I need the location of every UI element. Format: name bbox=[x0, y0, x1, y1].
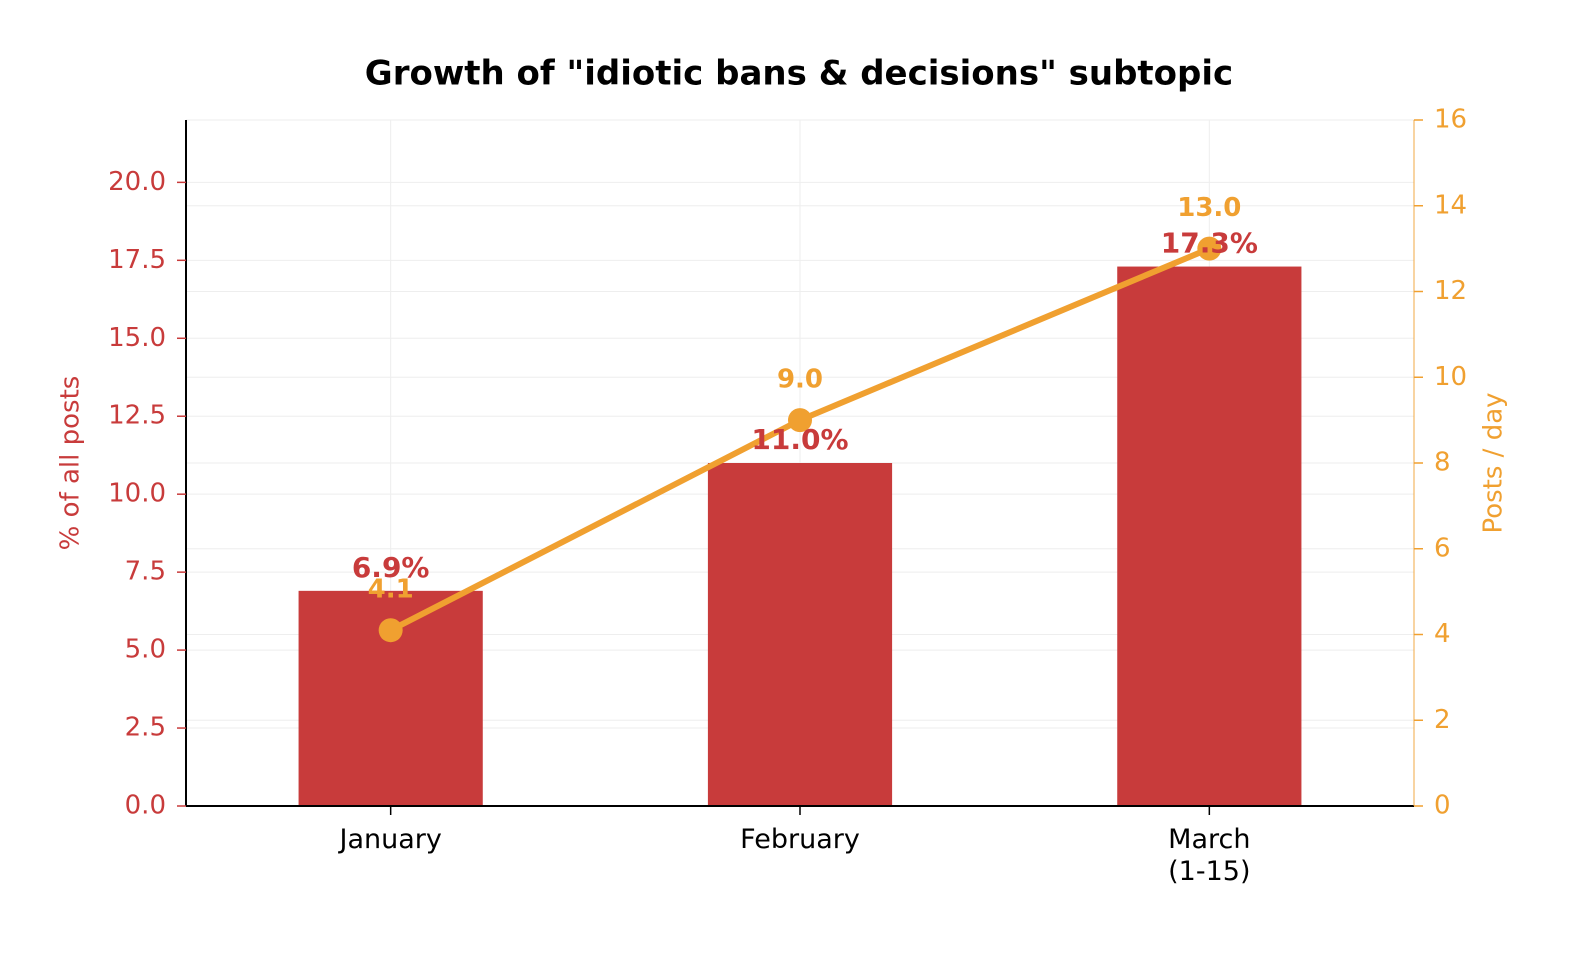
right-axis-tick-label: 16 bbox=[1434, 105, 1467, 135]
x-axis-tick-label: January bbox=[337, 824, 441, 855]
left-axis-tick-label: 0.0 bbox=[125, 791, 166, 821]
right-axis-tick-label: 4 bbox=[1434, 619, 1451, 649]
left-axis-tick-label: 12.5 bbox=[108, 401, 166, 431]
bar-series bbox=[298, 266, 1302, 806]
right-axis-tick-label: 10 bbox=[1434, 362, 1467, 392]
left-axis-tick-label: 10.0 bbox=[108, 479, 166, 509]
chart-axes: 0.0 2.5 5.0 7.5 10.0 12.5 15.0 17.5 20.0 0 2 4 6 8 10 1… bbox=[56, 105, 1509, 888]
line-value-label: 4.1 bbox=[368, 575, 414, 605]
x-axis-tick-label: March (1-15) bbox=[1168, 824, 1250, 887]
line-point bbox=[1197, 236, 1222, 261]
left-axis-tick-label: 2.5 bbox=[125, 713, 166, 743]
bar bbox=[1117, 266, 1302, 806]
bar-value-label: 11.0% bbox=[751, 423, 848, 456]
right-axis-tick-label: 6 bbox=[1434, 533, 1451, 563]
right-axis-tick-label: 2 bbox=[1434, 705, 1451, 735]
left-axis-tick-label: 5.0 bbox=[125, 635, 166, 665]
left-axis-tick-label: 17.5 bbox=[108, 245, 166, 275]
bar bbox=[707, 463, 893, 806]
left-axis-tick-label: 7.5 bbox=[125, 557, 166, 587]
bar-value-label: 17.3% bbox=[1161, 227, 1258, 260]
right-axis-tick-label: 14 bbox=[1434, 190, 1467, 220]
line-point bbox=[788, 408, 812, 433]
bar-value-label: 6.9% bbox=[352, 551, 430, 584]
line-value-label: 13.0 bbox=[1177, 193, 1241, 223]
line-value-label: 9.0 bbox=[777, 365, 823, 395]
chart-title: Growth of "idiotic bans & decisions" sub… bbox=[365, 54, 1233, 94]
left-axis-title: % of all posts bbox=[56, 376, 86, 551]
right-axis-tick-label: 0 bbox=[1434, 791, 1451, 821]
right-axis-tick-label: 8 bbox=[1434, 448, 1451, 478]
right-axis-title: Posts / day bbox=[1479, 392, 1509, 533]
right-axis-tick-label: 12 bbox=[1434, 276, 1467, 306]
data-labels: 6.9% 11.0% 17.3% 4.1 9.0 13.0 bbox=[352, 193, 1258, 605]
x-axis-tick-label: February bbox=[740, 824, 860, 855]
left-axis-tick-label: 15.0 bbox=[108, 323, 166, 353]
left-axis-tick-label: 20.0 bbox=[108, 167, 166, 197]
line-series bbox=[378, 236, 1222, 643]
line-point bbox=[378, 618, 403, 643]
